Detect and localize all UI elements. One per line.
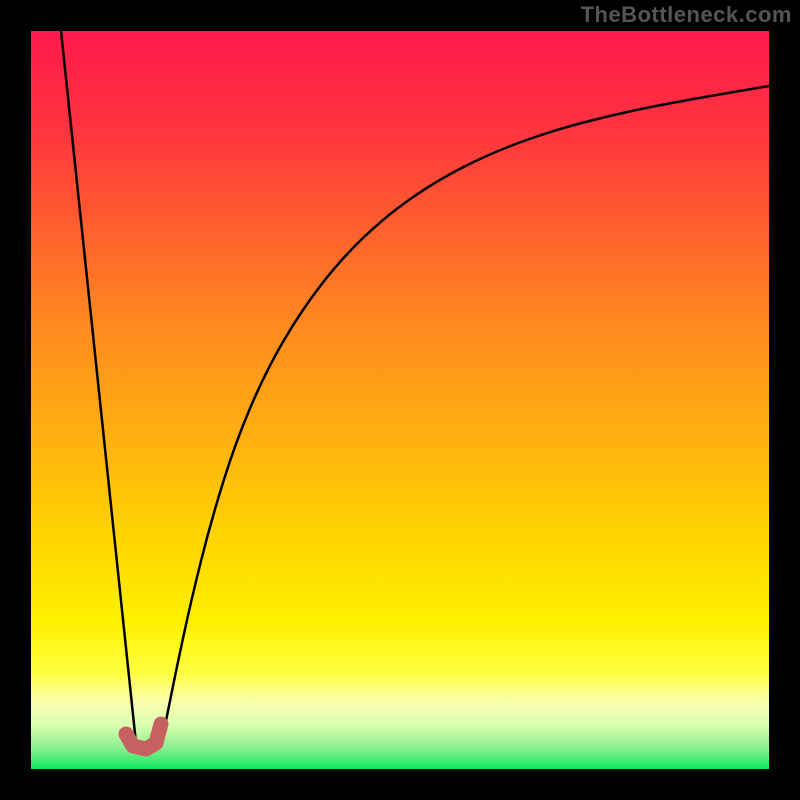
plot-area (31, 31, 769, 769)
chart-container: TheBottleneck.com (0, 0, 800, 800)
left-v-line (61, 31, 136, 743)
curves-layer (31, 31, 769, 769)
watermark-text: TheBottleneck.com (581, 2, 792, 28)
j-marker (126, 724, 161, 749)
right-curve (161, 86, 769, 743)
